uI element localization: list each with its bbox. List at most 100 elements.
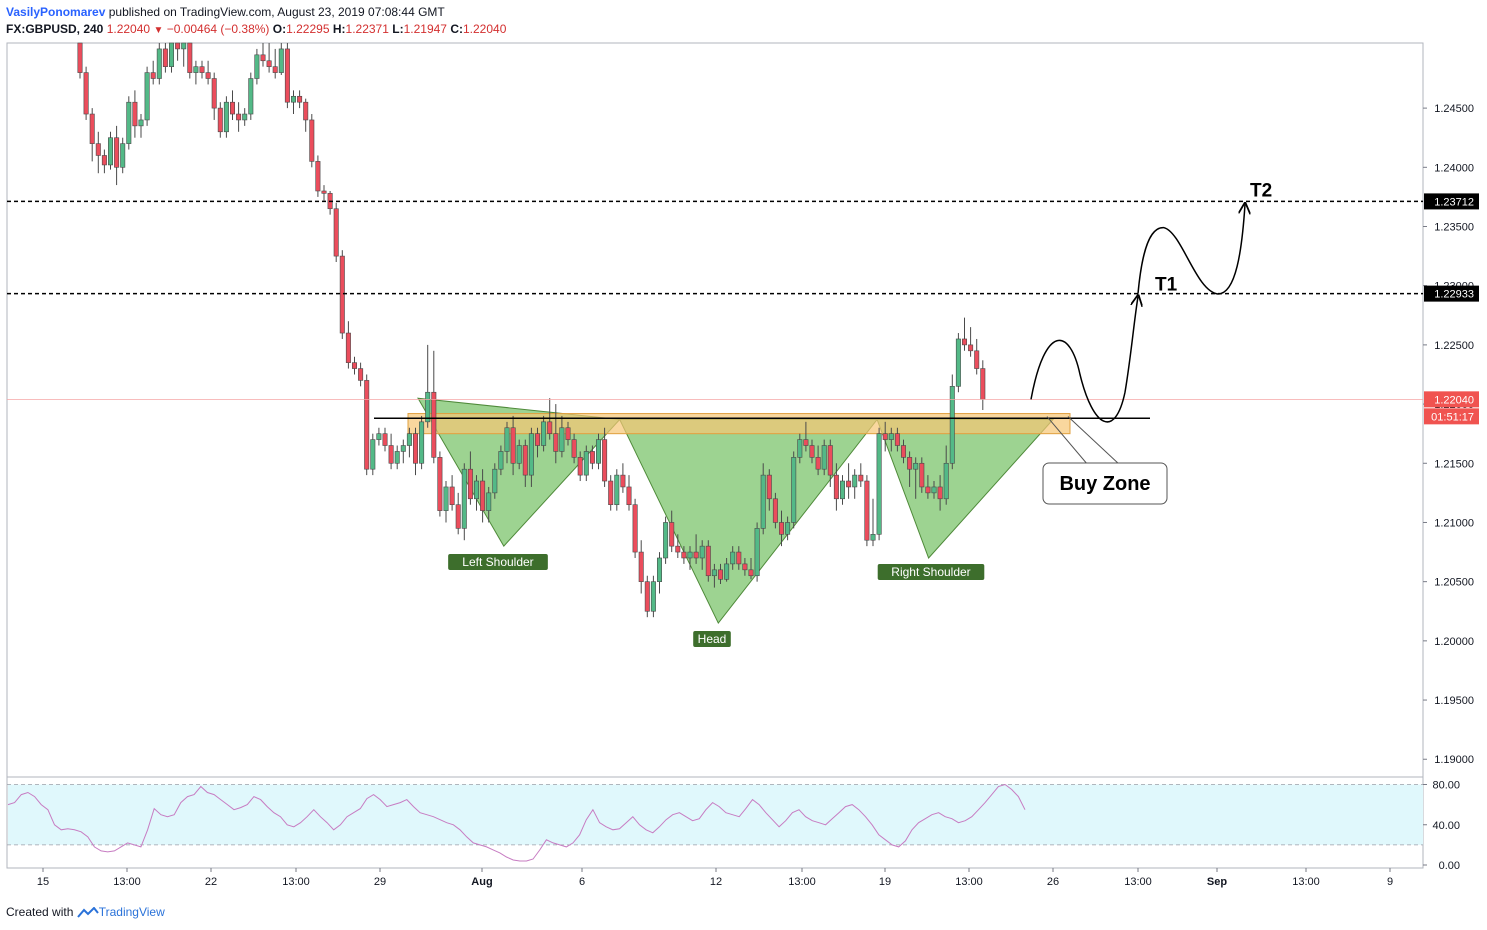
- y-tick-label: 1.19000: [1434, 754, 1474, 766]
- candle-body: [230, 101, 236, 115]
- candle-body: [101, 155, 107, 166]
- candle-body: [870, 534, 876, 541]
- candle: [974, 338, 980, 375]
- x-tick-label: Sep: [1207, 876, 1227, 888]
- callout-pointer: [1046, 416, 1089, 466]
- tradingview-brand[interactable]: TradingView: [98, 905, 165, 919]
- candle-body: [162, 48, 168, 67]
- candle: [565, 421, 571, 446]
- candle-body: [126, 101, 132, 144]
- candle-body: [473, 480, 479, 500]
- author-link[interactable]: VasilyPonomarev: [6, 5, 106, 19]
- candle-body: [297, 95, 303, 103]
- candle: [589, 445, 595, 470]
- candle: [730, 546, 736, 570]
- candle-body: [559, 427, 565, 452]
- candle: [217, 102, 223, 138]
- candle-body: [693, 551, 699, 559]
- y-tick-label: 1.20000: [1434, 636, 1474, 648]
- candle: [138, 114, 144, 138]
- candle: [242, 108, 248, 126]
- candle-body: [882, 433, 888, 440]
- x-tick-label: 26: [1047, 876, 1059, 888]
- candle: [553, 404, 559, 464]
- candle: [541, 415, 547, 452]
- candle-body: [791, 457, 797, 523]
- candle-body: [187, 42, 193, 73]
- candle: [443, 481, 449, 523]
- candle: [785, 516, 791, 541]
- candle-body: [278, 48, 284, 73]
- candle-body: [236, 113, 242, 121]
- publish-info: published on TradingView.com, August 23,…: [108, 5, 445, 19]
- candle: [955, 333, 961, 393]
- symbol-label[interactable]: FX:GBPUSD, 240: [6, 22, 104, 36]
- candle: [724, 557, 730, 582]
- x-tick-label: 13:00: [282, 876, 310, 888]
- y-tick-label: 1.19500: [1434, 695, 1474, 707]
- candle: [882, 421, 888, 452]
- candle: [803, 421, 809, 452]
- candle: [333, 202, 339, 263]
- candle: [486, 486, 492, 523]
- candle: [778, 510, 784, 547]
- x-tick-label: 19: [879, 876, 891, 888]
- high-label: H:: [332, 22, 346, 36]
- candle: [583, 445, 589, 482]
- candle-body: [461, 468, 467, 529]
- candle-body: [809, 445, 815, 458]
- candle-body: [345, 332, 351, 363]
- candle: [650, 575, 656, 618]
- candle: [736, 546, 742, 570]
- candle-body: [632, 504, 638, 553]
- candle-body: [364, 380, 370, 470]
- candle-body: [821, 445, 827, 470]
- candle: [382, 427, 388, 452]
- x-tick-label: 13:00: [788, 876, 816, 888]
- y-tick-label: 1.23500: [1434, 222, 1474, 234]
- candle: [351, 356, 357, 375]
- candle: [492, 463, 498, 499]
- candle: [644, 575, 650, 618]
- candle-body: [83, 72, 89, 115]
- candle: [717, 563, 723, 585]
- candle: [175, 42, 181, 61]
- candle-body: [425, 391, 431, 423]
- candle: [522, 439, 528, 487]
- candle-body: [876, 433, 882, 535]
- candle-body: [919, 462, 925, 488]
- x-tick-label: 22: [205, 876, 217, 888]
- candle: [406, 427, 412, 458]
- candle: [699, 540, 705, 570]
- candle-body: [785, 522, 791, 535]
- candle: [278, 43, 284, 75]
- candle-body: [522, 445, 528, 476]
- candle-body: [553, 433, 559, 452]
- candle-body: [687, 551, 693, 559]
- candle: [919, 457, 925, 493]
- candle-body: [492, 468, 498, 494]
- price-axis-label: 1.23712: [1434, 196, 1474, 208]
- candle: [144, 66, 150, 126]
- candle-body: [455, 504, 461, 529]
- candle: [309, 114, 315, 168]
- candle-body: [303, 101, 309, 121]
- candle-body: [156, 48, 162, 79]
- candle: [980, 360, 986, 410]
- y-tick-label: 1.22500: [1434, 340, 1474, 352]
- candle: [766, 469, 772, 511]
- candle: [169, 42, 175, 73]
- candle-body: [150, 72, 156, 79]
- candle: [449, 475, 455, 511]
- candle-body: [77, 42, 83, 73]
- candle-body: [681, 551, 687, 559]
- candle-body: [675, 545, 681, 553]
- candle-body: [351, 362, 357, 369]
- candle-body: [577, 457, 583, 476]
- candle-body: [724, 563, 730, 580]
- candle: [108, 131, 114, 170]
- candle-body: [169, 42, 175, 67]
- buy-zone-callout: [1042, 462, 1168, 505]
- candle-body: [541, 421, 547, 446]
